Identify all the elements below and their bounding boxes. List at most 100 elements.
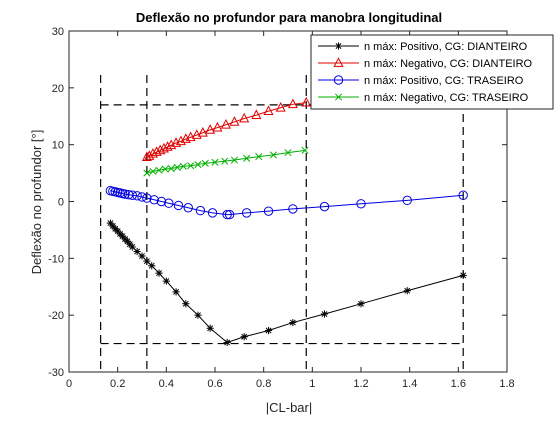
data-point: [197, 126, 208, 137]
data-point: [118, 232, 127, 240]
data-point: [109, 222, 117, 230]
data-point: [149, 195, 159, 205]
data-point: [301, 146, 309, 154]
data-point: [128, 243, 136, 251]
data-point: [191, 129, 202, 139]
data-point: [133, 247, 141, 256]
y-tick-label: 0: [58, 197, 64, 209]
series-3: [105, 186, 468, 220]
x-tick-label: 0.4: [159, 378, 174, 390]
data-point: [155, 269, 163, 277]
data-point: [149, 167, 157, 175]
data-point: [222, 209, 232, 220]
data-point: [172, 288, 180, 296]
data-point: [239, 112, 250, 123]
data-point: [167, 164, 175, 173]
legend-item-2: n máx: Negativo, CG: DIANTEIRO: [318, 57, 533, 70]
data-point: [333, 75, 344, 85]
data-point: [284, 149, 292, 157]
legend-item-1: n máx: Positivo, CG: DIANTEIRO: [318, 41, 528, 53]
series-2: [141, 96, 312, 162]
data-point: [137, 192, 147, 202]
data-point: [220, 118, 231, 129]
data-point: [403, 287, 411, 295]
data-point: [123, 237, 131, 245]
data-point: [156, 196, 167, 207]
data-point: [127, 190, 137, 200]
x-tick-label: 1.8: [499, 378, 514, 390]
data-point: [185, 131, 196, 142]
data-point: [243, 154, 251, 162]
data-point: [173, 163, 181, 171]
data-point: [230, 156, 239, 164]
data-point: [183, 203, 193, 213]
data-point: [263, 206, 274, 216]
data-point: [251, 109, 262, 119]
data-point: [144, 150, 155, 160]
data-point: [120, 189, 130, 199]
data-point: [287, 98, 298, 109]
y-tick-label: -20: [48, 310, 64, 322]
data-point: [194, 161, 202, 169]
series-4: [143, 146, 309, 177]
legend-label: n máx: Positivo, CG: TRASEIRO: [364, 75, 524, 87]
data-point: [263, 105, 274, 115]
data-point: [207, 208, 218, 218]
data-point: [164, 198, 174, 208]
data-point: [182, 300, 190, 308]
data-point: [155, 144, 166, 155]
data-point: [138, 252, 146, 260]
series-layer: [105, 96, 468, 347]
x-tick-label: 0.2: [110, 378, 125, 390]
data-point: [334, 93, 343, 101]
x-tick-label: 1.4: [402, 378, 417, 390]
legend-label: n máx: Positivo, CG: DIANTEIRO: [364, 41, 528, 53]
data-point: [458, 190, 468, 200]
data-point: [173, 200, 184, 211]
data-point: [241, 208, 252, 218]
data-point: [320, 310, 329, 318]
data-point: [357, 300, 365, 308]
data-point: [132, 191, 142, 201]
y-tick-label: 30: [52, 26, 64, 38]
y-tick-label: -30: [48, 367, 64, 379]
data-point: [240, 333, 248, 341]
data-point: [161, 165, 169, 173]
data-point: [333, 57, 344, 67]
legend-item-4: n máx: Negativo, CG: TRASEIRO: [318, 92, 529, 104]
y-tick-label: -10: [48, 253, 64, 265]
data-point: [142, 193, 152, 203]
data-point: [179, 162, 187, 170]
data-point: [206, 324, 214, 332]
y-axis-title: Deflexão no profundor [°]: [29, 130, 44, 275]
x-axis-title: |CL-bar|: [266, 400, 313, 415]
data-point: [147, 147, 158, 158]
data-point: [201, 159, 209, 167]
data-point: [223, 338, 231, 347]
data-point: [275, 101, 286, 112]
series-1: [106, 219, 467, 347]
data-point: [269, 151, 277, 159]
data-point: [288, 204, 298, 214]
x-tick-label: 1: [309, 378, 315, 390]
data-point: [301, 96, 312, 107]
data-point: [114, 227, 122, 235]
data-point: [334, 42, 343, 50]
y-tick-label: 20: [52, 83, 64, 95]
data-point: [143, 257, 151, 265]
data-point: [148, 262, 156, 270]
axes: 0 0.2 0.4 0.6 0.8 1 1.2 1.4 1.6 1.8 -30 -20 -10 0 10 20…: [48, 26, 515, 390]
data-point: [289, 318, 297, 327]
chart-title: Deflexão no profundor para manobra longi…: [136, 10, 442, 25]
data-point: [211, 158, 219, 166]
data-point: [319, 201, 330, 212]
data-point: [459, 271, 467, 279]
data-point: [187, 162, 195, 170]
x-tick-label: 0: [66, 378, 72, 390]
data-point: [264, 326, 273, 335]
y-tick-label: 10: [52, 140, 64, 152]
data-point: [151, 146, 162, 156]
data-point: [106, 219, 114, 227]
data-point: [143, 169, 151, 177]
